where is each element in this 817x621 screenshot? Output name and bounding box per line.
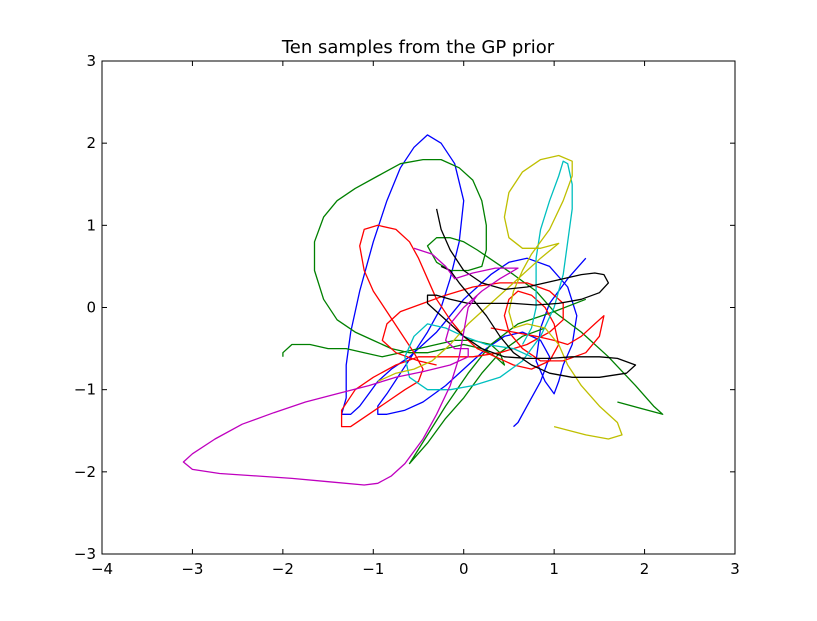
y-tick-label: −1 xyxy=(74,381,96,399)
chart-title: Ten samples from the GP prior xyxy=(281,37,555,58)
series-line-6 xyxy=(377,154,623,440)
x-tick-label: 2 xyxy=(640,560,650,578)
series-line-1 xyxy=(340,134,587,428)
y-tick-label: 3 xyxy=(86,52,96,70)
series-line-7 xyxy=(426,208,637,378)
x-tick-label: 3 xyxy=(730,560,740,578)
series-line-2 xyxy=(282,158,664,415)
y-tick-label: 0 xyxy=(86,299,96,317)
series-line-5 xyxy=(404,160,573,391)
series-line-8 xyxy=(182,247,519,486)
x-tick-label: 1 xyxy=(549,560,559,578)
x-tick-label: −1 xyxy=(362,560,384,578)
x-tick-label: −4 xyxy=(91,560,113,578)
y-tick-label: −3 xyxy=(74,545,96,563)
y-tick-label: −2 xyxy=(74,463,96,481)
y-tick-label: 2 xyxy=(86,134,96,152)
x-tick-label: −3 xyxy=(181,560,203,578)
x-tick-label: 0 xyxy=(459,560,469,578)
x-tick-label: −2 xyxy=(272,560,294,578)
y-tick-label: 1 xyxy=(86,216,96,234)
series-line-4 xyxy=(340,224,605,428)
